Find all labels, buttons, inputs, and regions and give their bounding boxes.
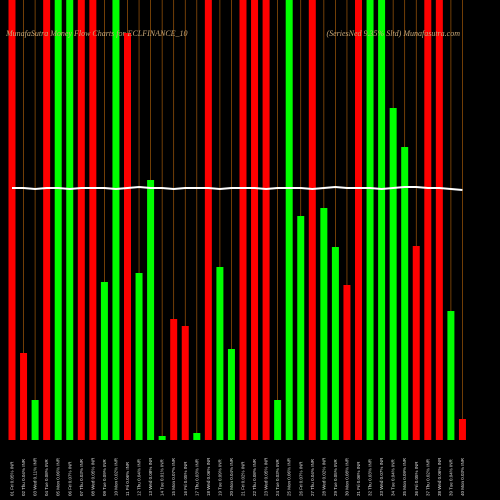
bar	[251, 0, 259, 440]
x-tick-label: 30 Mon 0.08% INR	[344, 457, 349, 496]
x-tick-label: 29 Tue 0.05% INR	[333, 458, 338, 496]
x-tick-label: 22 Thu 0.08% INR	[252, 458, 257, 496]
bar	[297, 216, 305, 440]
bar	[112, 0, 120, 440]
bar	[54, 0, 62, 440]
x-tick-label: 18 Wed 0.06% INR	[206, 457, 211, 496]
x-tick-label: 13 Wed 0.08% INR	[148, 457, 153, 496]
x-tick-label: 23 Wed 0.05% INR	[264, 457, 269, 496]
x-tick-label: 16 Fri 0.05% INR	[183, 461, 188, 496]
x-tick-label: 26 Fri 0.07% INR	[298, 461, 303, 496]
bar	[147, 180, 155, 440]
x-tick-label: 38 Wed 0.06% INR	[437, 457, 442, 496]
bar	[424, 0, 432, 440]
bar	[100, 282, 108, 440]
x-tick-label: 35 Mon 0.09% INR	[402, 457, 407, 496]
bar	[66, 0, 74, 440]
bar	[343, 285, 351, 440]
bar	[216, 267, 224, 440]
bar	[124, 33, 131, 440]
bar	[170, 319, 178, 440]
bar	[31, 400, 39, 440]
bar	[378, 0, 386, 440]
x-tick-label: 36 Fri 0.05% INR	[414, 461, 419, 496]
bar	[320, 208, 328, 440]
x-tick-label: 11 Fri 0.06% INR	[125, 461, 130, 496]
bar	[285, 0, 293, 440]
bar	[204, 0, 212, 440]
bar	[181, 326, 189, 440]
x-tick-label: 39 Tue 0.04% INR	[448, 458, 453, 496]
bar	[366, 0, 374, 440]
x-tick-label: 32 Thu 0.03% INR	[368, 458, 373, 496]
bar	[193, 433, 201, 440]
x-tick-label: 04 Tue 0.08% INR	[44, 458, 49, 496]
x-tick-label: 07 Thu 0.03% INR	[79, 458, 84, 496]
bar	[227, 349, 235, 440]
bar	[43, 0, 51, 440]
x-tick-label: 27 Thu 0.04% INR	[310, 458, 315, 496]
bar	[401, 147, 409, 440]
bar	[135, 273, 143, 440]
x-tick-label: 06 Fri 0.07% INR	[67, 461, 72, 496]
x-tick-label: 15 Mon 0.07% INR	[171, 457, 176, 496]
x-tick-label: 40 Mon 0.03% INR	[460, 457, 465, 496]
flow-line	[12, 185, 463, 191]
bar	[262, 0, 270, 440]
x-tick-label: 09 Tue 0.09% INR	[102, 458, 107, 496]
bar	[158, 436, 166, 440]
bar	[274, 400, 282, 440]
x-tick-label: 31 Fri 0.06% INR	[356, 461, 361, 496]
bar	[20, 353, 28, 440]
chart-subtitle: (SeriesNed 9.35% Sltd) Munafasutra.com	[326, 29, 460, 38]
bar	[458, 419, 466, 440]
x-tick-label: 25 Mon 0.06% INR	[287, 457, 292, 496]
bar	[8, 0, 16, 440]
bar	[389, 108, 397, 440]
bar	[89, 0, 97, 440]
chart-title: MunafaSutra Money Flow Charts for ECLFIN…	[5, 29, 188, 38]
x-tick-label: 02 Thu 0.04% INR	[21, 458, 26, 496]
bar	[308, 0, 316, 440]
x-tick-label: 14 Tue 0.01% INR	[160, 458, 165, 496]
bar	[355, 0, 362, 440]
x-tick-label: 05 Mon 0.06% INR	[56, 457, 61, 496]
bar	[239, 0, 247, 440]
x-tick-label: 17 Thu 0.03% INR	[194, 458, 199, 496]
x-tick-label: 33 Wed 0.07% INR	[379, 457, 384, 496]
x-tick-label: 10 Mon 0.02% INR	[113, 457, 118, 496]
bar	[435, 0, 443, 440]
x-tick-label: 24 Tue 0.03% INR	[275, 458, 280, 496]
x-tick-label: 01 Fri 0.05% INR	[10, 461, 15, 496]
x-tick-label: 21 Fri 0.02% INR	[241, 461, 246, 496]
x-tick-label: 12 Thu 0.04% INR	[137, 458, 142, 496]
x-tick-label: 08 Wed 0.05% INR	[90, 457, 95, 496]
bar	[77, 0, 85, 440]
bar	[412, 246, 420, 440]
x-tick-label: 34 Tue 0.04% INR	[391, 458, 396, 496]
bar	[447, 311, 455, 440]
x-tick-label: 19 Tue 0.09% INR	[217, 458, 222, 496]
x-tick-label: 28 Wed 0.02% INR	[321, 457, 326, 496]
x-tick-label: 20 Mon 0.04% INR	[229, 457, 234, 496]
x-tick-label: 37 Thu 0.02% INR	[425, 458, 430, 496]
x-tick-label: 03 Wed 0.11% INR	[33, 457, 38, 496]
bar	[331, 247, 339, 440]
